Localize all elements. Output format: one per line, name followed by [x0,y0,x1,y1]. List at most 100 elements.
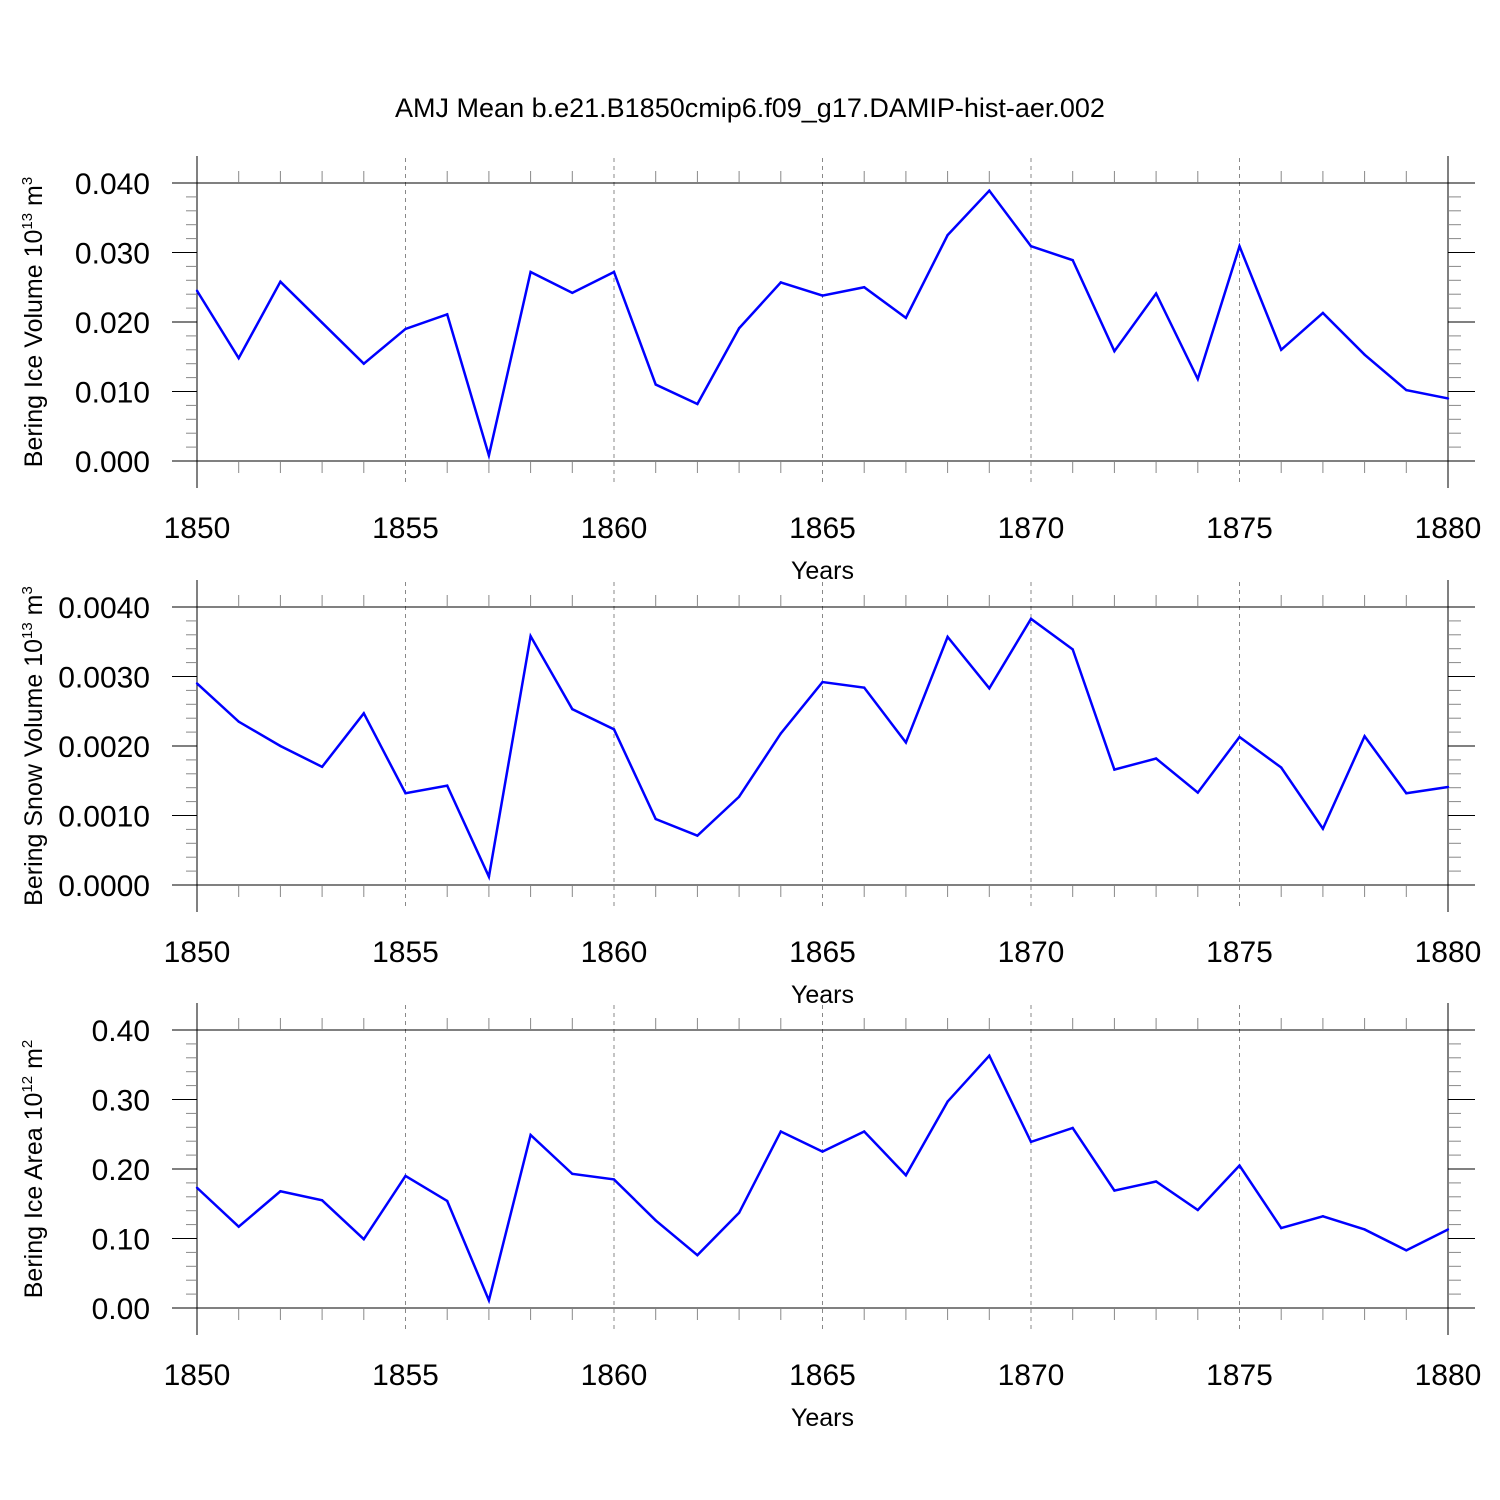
data-point [320,321,324,324]
data-point [195,289,199,292]
data-point [1154,757,1158,760]
data-point [1321,311,1325,315]
x-tick-label: 1880 [1415,512,1482,545]
data-point [1280,766,1283,769]
y-tick-label: 0.00 [92,1293,150,1326]
data-point [487,875,491,878]
data-point [988,687,991,690]
data-point [362,712,365,715]
data-point [612,270,616,274]
data-point [737,1211,741,1214]
data-point [446,1199,449,1203]
data-point [279,1190,282,1193]
y-axis-title: Bering Snow Volume 1013 m3 [19,586,48,906]
data-point [1113,1189,1116,1192]
data-point [1196,377,1200,381]
y-tick-label: 0.0040 [58,592,150,625]
x-axis-title: Years [791,981,854,1009]
data-point [320,765,324,769]
data-point [988,1054,991,1057]
data-point [195,1186,199,1189]
data-point [362,362,365,365]
data-point [529,270,532,274]
data-point [320,1199,324,1202]
data-point [737,795,741,798]
data-point [904,1174,908,1177]
data-point [821,680,824,684]
data-point [821,294,824,297]
chart-panel-1: 0.000 0.010 0.020 0.030 0.040 1850 1855 1860 186… [19,156,1481,585]
x-tick-label: 1850 [164,512,231,545]
data-point [779,1130,782,1133]
data-point [946,233,949,237]
data-point [1029,1140,1033,1144]
data-point [279,280,282,283]
y-tick-label: 0.0010 [58,801,150,834]
data-point [237,356,240,360]
data-point [404,1174,407,1178]
data-point [779,281,782,284]
data-point [571,291,574,295]
data-point [237,720,240,723]
y-tick-label: 0.040 [75,168,150,201]
data-point [1405,1249,1408,1252]
x-tick-label: 1870 [998,1359,1065,1392]
y-axis-title: Bering Ice Volume 1013 m3 [19,177,48,467]
panels: 0.000 0.010 0.020 0.030 0.040 1850 1855 1860 186… [19,156,1481,1432]
data-point [1071,648,1074,651]
y-tick-label: 0.0030 [58,662,150,695]
x-tick-label: 1850 [164,936,231,969]
data-point [1446,785,1450,789]
y-tick-label: 0.030 [75,238,150,271]
data-point [529,634,532,638]
data-point [1363,735,1366,738]
y-axis-title: Bering Ice Area 1012 m2 [19,1040,48,1299]
data-point [988,189,991,192]
data-point [1029,245,1033,248]
chart-panel-3: 0.00 0.10 0.20 0.30 0.40 1850 1855 1860 1865 1870… [19,1003,1481,1432]
x-tick-label: 1875 [1206,512,1273,545]
data-point [1196,1208,1200,1212]
x-axis-title: Years [791,557,854,585]
data-point [1321,827,1325,830]
chart-panel-2: 0.0000 0.0010 0.0020 0.0030 0.0040 1850 1855 18… [19,580,1481,1009]
data-point [696,1253,699,1257]
data-point [529,1133,532,1137]
data-point [1405,792,1408,795]
y-tick-label: 0.020 [75,307,150,340]
x-tick-label: 1860 [581,936,648,969]
x-tick-label: 1870 [998,936,1065,969]
data-point [1238,1164,1241,1167]
data-point [1113,349,1116,353]
data-point [696,402,699,406]
data-point [1154,1180,1158,1183]
figure-title: AMJ Mean b.e21.B1850cmip6.f09_g17.DAMIP-… [395,93,1105,123]
y-tick-label: 0.000 [75,446,150,479]
x-tick-label: 1880 [1415,936,1482,969]
x-tick-label: 1870 [998,512,1065,545]
data-point [1238,245,1241,248]
x-tick-label: 1855 [372,512,439,545]
x-tick-label: 1865 [789,512,856,545]
x-tick-label: 1875 [1206,1359,1273,1392]
data-point [1029,617,1033,621]
data-point [195,682,199,685]
data-point [1446,1228,1450,1231]
data-point [279,744,282,748]
data-point [1071,258,1074,262]
y-tick-label: 0.10 [92,1224,150,1257]
y-tick-label: 0.20 [92,1154,150,1187]
data-point [1196,791,1200,794]
data-point [1446,397,1450,400]
x-tick-label: 1865 [789,1359,856,1392]
x-tick-label: 1880 [1415,1359,1482,1392]
data-point [946,1100,949,1103]
data-point [863,686,866,689]
y-tick-label: 0.40 [92,1015,150,1048]
x-tick-label: 1855 [372,1359,439,1392]
data-point [446,313,449,316]
data-point [487,1299,491,1302]
data-point [737,327,741,330]
data-point [1238,735,1241,739]
data-point [571,707,574,711]
